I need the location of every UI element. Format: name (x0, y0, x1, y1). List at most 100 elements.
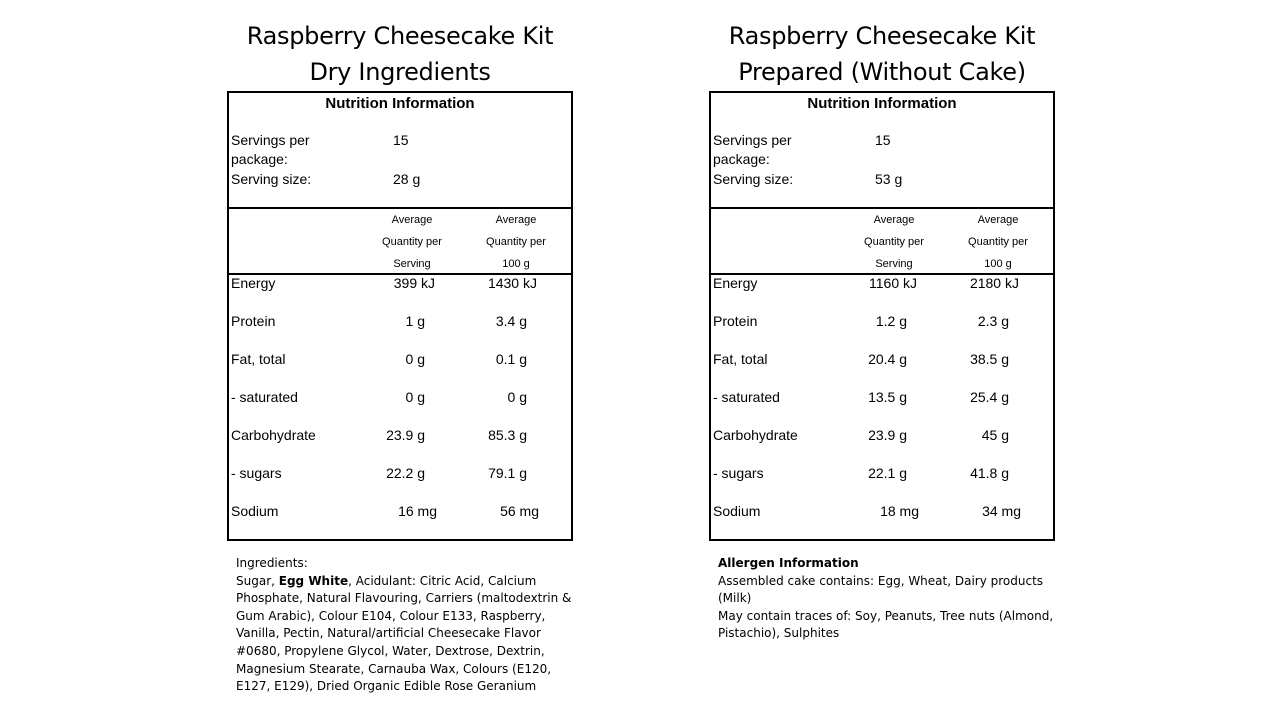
ingredients-heading: Ingredients: (236, 556, 308, 570)
nutrition-header-title: Nutrition Information (325, 95, 475, 112)
table-row: Sodium 16 mg 56 mg (229, 503, 571, 541)
per-serving-value: 1160 kJ (869, 275, 917, 291)
per-serving-value: 1.2 g (875, 313, 907, 329)
ingredients-pre: Sugar, (236, 573, 279, 588)
allergen-contains: Assembled cake contains: Egg, Wheat, Dai… (718, 573, 1044, 606)
nutrient-label: - saturated (231, 389, 298, 405)
col-label: Average (977, 214, 1019, 226)
serving-size-label: Serving size: (713, 171, 794, 187)
per-100g-value: 41.8 g (970, 465, 1009, 481)
allergen-heading: Allergen Information (718, 556, 859, 570)
title-line-2: Prepared (Without Cake) (738, 58, 1026, 86)
column-per-serving: Average Quantity per Serving (839, 209, 949, 275)
col-label: Serving (875, 258, 913, 270)
column-per-100g: Average Quantity per 100 g (943, 209, 1053, 275)
nutrition-header-title: Nutrition Information (807, 95, 957, 112)
col-label: Quantity per (382, 236, 442, 248)
per-100g-value: 79.1 g (488, 465, 527, 481)
col-label: Quantity per (864, 236, 924, 248)
allergen-block: Allergen Information Assembled cake cont… (718, 555, 1063, 643)
per-serving-value: 0 g (405, 389, 425, 405)
table-row: Protein 1 g 3.4 g (229, 313, 571, 351)
col-label: Average (873, 214, 915, 226)
per-serving-value: 22.2 g (386, 465, 425, 481)
table-row: Carbohydrate 23.9 g 85.3 g (229, 427, 571, 465)
nutrient-label: Energy (713, 275, 758, 291)
per-serving-value: 20.4 g (868, 351, 907, 367)
nutrient-label: Sodium (231, 503, 279, 519)
column-headers: Average Quantity per Serving Average Qua… (711, 209, 1053, 275)
per-serving-value: 13.5 g (868, 389, 907, 405)
column-per-100g: Average Quantity per 100 g (461, 209, 571, 275)
nutrition-table: Nutrition Information Servings per packa… (709, 91, 1055, 541)
serving-size: Serving size: 53 g (713, 170, 902, 189)
title-line-1: Raspberry Cheesecake Kit (246, 22, 554, 50)
servings-per-package: Servings per package: 15 (713, 131, 891, 169)
col-label: Average (495, 214, 537, 226)
per-100g-value: 2.3 g (977, 313, 1009, 329)
table-row: - saturated 0 g 0 g (229, 389, 571, 427)
nutrient-label: Fat, total (713, 351, 768, 367)
col-label: Quantity per (968, 236, 1028, 248)
per-serving-value: 18 mg (880, 503, 919, 519)
table-row: Sodium 18 mg 34 mg (711, 503, 1053, 541)
nutrient-rows: Energy 1160 kJ 2180 kJ Protein 1.2 g 2.3 g F… (711, 275, 1053, 541)
ingredients-block: Ingredients: Sugar, Egg White, Acidulant… (236, 555, 581, 696)
per-100g-value: 3.4 g (495, 313, 527, 329)
nutrient-label: Fat, total (231, 351, 286, 367)
per-100g-value: 0.1 g (495, 351, 527, 367)
servings-value: 15 (393, 132, 409, 148)
col-label: Serving (393, 258, 431, 270)
nutrition-header: Nutrition Information Servings per packa… (711, 93, 1053, 209)
ingredients-post: , Acidulant: Citric Acid, Calcium Phosph… (236, 573, 572, 694)
per-serving-value: 23.9 g (868, 427, 907, 443)
per-100g-value: 85.3 g (488, 427, 527, 443)
serving-size-label: Serving size: (231, 171, 312, 187)
per-serving-value: 1 g (405, 313, 425, 329)
servings-label: Servings per (231, 132, 310, 148)
per-serving-value: 16 mg (398, 503, 437, 519)
nutrient-label: - sugars (713, 465, 764, 481)
title-line-2: Dry Ingredients (309, 58, 491, 86)
table-row: Energy 1160 kJ 2180 kJ (711, 275, 1053, 313)
nutrient-label: - saturated (713, 389, 780, 405)
panel-title: Raspberry Cheesecake Kit Prepared (Witho… (689, 18, 1075, 90)
nutrient-label: - sugars (231, 465, 282, 481)
nutrient-label: Carbohydrate (231, 427, 316, 443)
col-label: Average (391, 214, 433, 226)
nutrient-label: Protein (713, 313, 758, 329)
table-row: Energy 399 kJ 1430 kJ (229, 275, 571, 313)
servings-label: Servings per (713, 132, 792, 148)
nutrient-label: Carbohydrate (713, 427, 798, 443)
servings-value: 15 (875, 132, 891, 148)
column-per-serving: Average Quantity per Serving (357, 209, 467, 275)
per-100g-value: 56 mg (500, 503, 539, 519)
serving-size-value: 53 g (875, 171, 903, 187)
per-100g-value: 1430 kJ (487, 275, 537, 291)
table-row: Carbohydrate 23.9 g 45 g (711, 427, 1053, 465)
per-serving-value: 0 g (405, 351, 425, 367)
panel-title: Raspberry Cheesecake Kit Dry Ingredients (207, 18, 593, 90)
col-label: Quantity per (486, 236, 546, 248)
servings-label-2: package: (231, 151, 288, 167)
ingredients-allergen-bold: Egg White (278, 573, 349, 588)
table-row: - sugars 22.2 g 79.1 g (229, 465, 571, 503)
servings-label-2: package: (713, 151, 770, 167)
col-label: 100 g (502, 258, 530, 270)
serving-size: Serving size: 28 g (231, 170, 420, 189)
per-serving-value: 23.9 g (386, 427, 425, 443)
nutrient-label: Energy (231, 275, 276, 291)
serving-size-value: 28 g (393, 171, 421, 187)
per-serving-value: 22.1 g (868, 465, 907, 481)
column-headers: Average Quantity per Serving Average Qua… (229, 209, 571, 275)
servings-per-package: Servings per package: 15 (231, 131, 409, 169)
nutrition-header: Nutrition Information Servings per packa… (229, 93, 571, 209)
per-100g-value: 2180 kJ (969, 275, 1019, 291)
per-serving-value: 399 kJ (393, 275, 435, 291)
table-row: - sugars 22.1 g 41.8 g (711, 465, 1053, 503)
nutrient-label: Sodium (713, 503, 761, 519)
per-100g-value: 45 g (981, 427, 1009, 443)
table-row: Protein 1.2 g 2.3 g (711, 313, 1053, 351)
nutrient-rows: Energy 399 kJ 1430 kJ Protein 1 g 3.4 g Fat,… (229, 275, 571, 541)
col-label: 100 g (984, 258, 1012, 270)
